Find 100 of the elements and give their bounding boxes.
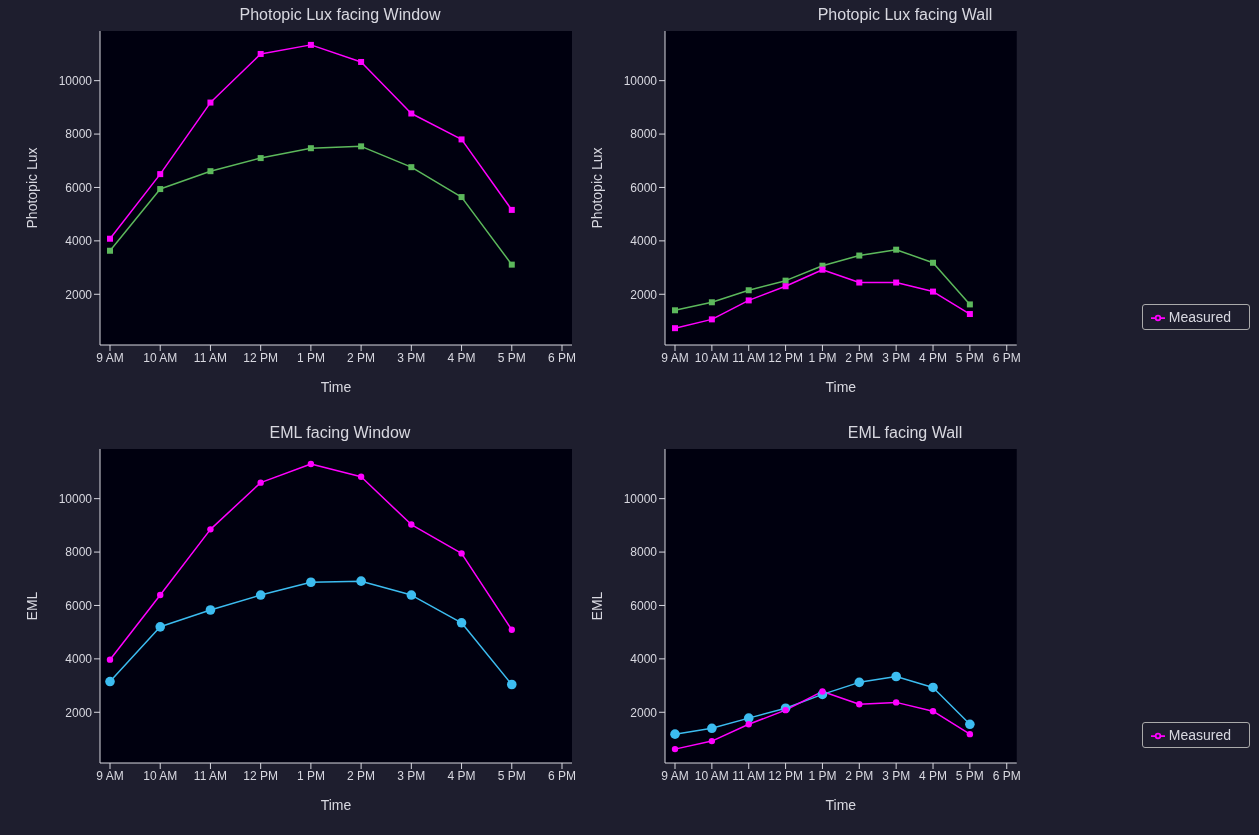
x-tick-label: 9 AM — [661, 350, 689, 365]
point — [356, 576, 366, 586]
y-tick-label: 2000 — [65, 287, 93, 302]
point — [891, 671, 901, 682]
point — [257, 479, 264, 486]
x-axis-title: Time — [825, 797, 857, 813]
y-tick-label: 2000 — [65, 705, 93, 720]
point — [930, 288, 937, 295]
point — [819, 266, 826, 273]
y-tick-label: 10000 — [58, 73, 93, 88]
y-tick-label: 4000 — [630, 652, 658, 667]
point — [928, 682, 938, 693]
y-tick-label: 4000 — [630, 234, 658, 249]
point — [456, 618, 467, 628]
point — [406, 590, 417, 600]
point — [458, 194, 465, 201]
point — [107, 247, 113, 254]
point — [357, 473, 365, 480]
y-tick-label: 8000 — [65, 545, 93, 560]
point — [893, 279, 900, 286]
point — [508, 261, 515, 268]
point — [255, 590, 266, 600]
point — [155, 622, 166, 632]
y-tick-label: 8000 — [630, 545, 658, 560]
y-tick-label: 8000 — [630, 127, 658, 142]
point — [207, 99, 214, 106]
x-axis-title: Time — [320, 379, 352, 395]
x-tick-label: 3 PM — [882, 350, 911, 365]
x-tick-label: 11 AM — [193, 350, 228, 365]
point — [929, 708, 937, 715]
x-tick-label: 4 PM — [447, 768, 476, 783]
x-tick-label: 12 PM — [243, 350, 279, 365]
point — [745, 721, 752, 728]
point — [408, 521, 415, 528]
x-tick-label: 5 PM — [497, 350, 526, 365]
y-tick-label: 4000 — [65, 234, 93, 249]
point — [893, 246, 900, 253]
x-tick-label: 1 PM — [296, 768, 325, 783]
y-tick-label: 6000 — [630, 598, 658, 613]
x-tick-label: 12 PM — [768, 350, 803, 365]
x-tick-label: 2 PM — [347, 768, 376, 783]
point — [358, 58, 365, 65]
x-tick-label: 1 PM — [808, 768, 837, 783]
y-tick-label: 10000 — [623, 491, 658, 506]
x-tick-label: 11 AM — [193, 768, 228, 783]
x-tick-label: 9 AM — [96, 768, 124, 783]
x-tick-label: 5 PM — [955, 350, 984, 365]
point — [307, 145, 314, 152]
chart-title: Photopic Lux facing Window — [238, 6, 442, 24]
point — [856, 279, 863, 286]
y-axis-title: Photopic Lux — [588, 147, 605, 229]
point — [782, 283, 789, 290]
point — [854, 677, 865, 688]
x-tick-label: 9 AM — [96, 350, 124, 365]
x-tick-label: 9 AM — [661, 768, 689, 783]
x-tick-label: 6 PM — [992, 768, 1021, 783]
point — [307, 41, 314, 48]
point — [408, 110, 415, 117]
y-tick-label: 10000 — [623, 73, 658, 88]
point — [892, 699, 900, 706]
point — [358, 143, 365, 150]
point — [157, 591, 164, 599]
point — [107, 235, 113, 242]
x-tick-label: 2 PM — [347, 350, 376, 365]
y-tick-label: 8000 — [65, 127, 93, 142]
point — [205, 605, 216, 615]
x-tick-label: 3 PM — [882, 768, 911, 783]
legend-label: Measured — [1168, 308, 1231, 325]
point — [408, 164, 415, 171]
y-tick-label: 6000 — [65, 180, 93, 195]
point — [966, 311, 973, 318]
y-tick-label: 4000 — [65, 652, 93, 667]
y-tick-label: 2000 — [630, 287, 658, 302]
x-tick-label: 12 PM — [768, 768, 803, 783]
x-tick-label: 5 PM — [497, 768, 526, 783]
point — [819, 688, 826, 695]
point — [157, 186, 164, 193]
point — [708, 299, 715, 306]
point — [856, 701, 863, 708]
point — [745, 297, 752, 304]
point — [930, 259, 937, 266]
x-tick-label: 3 PM — [397, 350, 426, 365]
y-axis-title: EML — [588, 591, 605, 621]
point — [506, 679, 517, 690]
point — [670, 729, 680, 739]
x-tick-label: 12 PM — [243, 768, 279, 783]
x-tick-label: 2 PM — [845, 768, 874, 783]
point — [257, 50, 264, 57]
x-tick-label: 4 PM — [919, 350, 948, 365]
point — [708, 737, 716, 745]
x-tick-label: 4 PM — [447, 350, 476, 365]
y-tick-label: 2000 — [630, 705, 658, 720]
point — [708, 316, 715, 323]
x-axis-title: Time — [825, 379, 857, 395]
x-tick-label: 6 PM — [992, 350, 1021, 365]
x-tick-label: 4 PM — [919, 768, 948, 783]
legend-label: Measured — [1168, 726, 1231, 743]
point — [707, 723, 717, 734]
x-axis-title: Time — [320, 797, 352, 813]
point — [672, 325, 678, 332]
